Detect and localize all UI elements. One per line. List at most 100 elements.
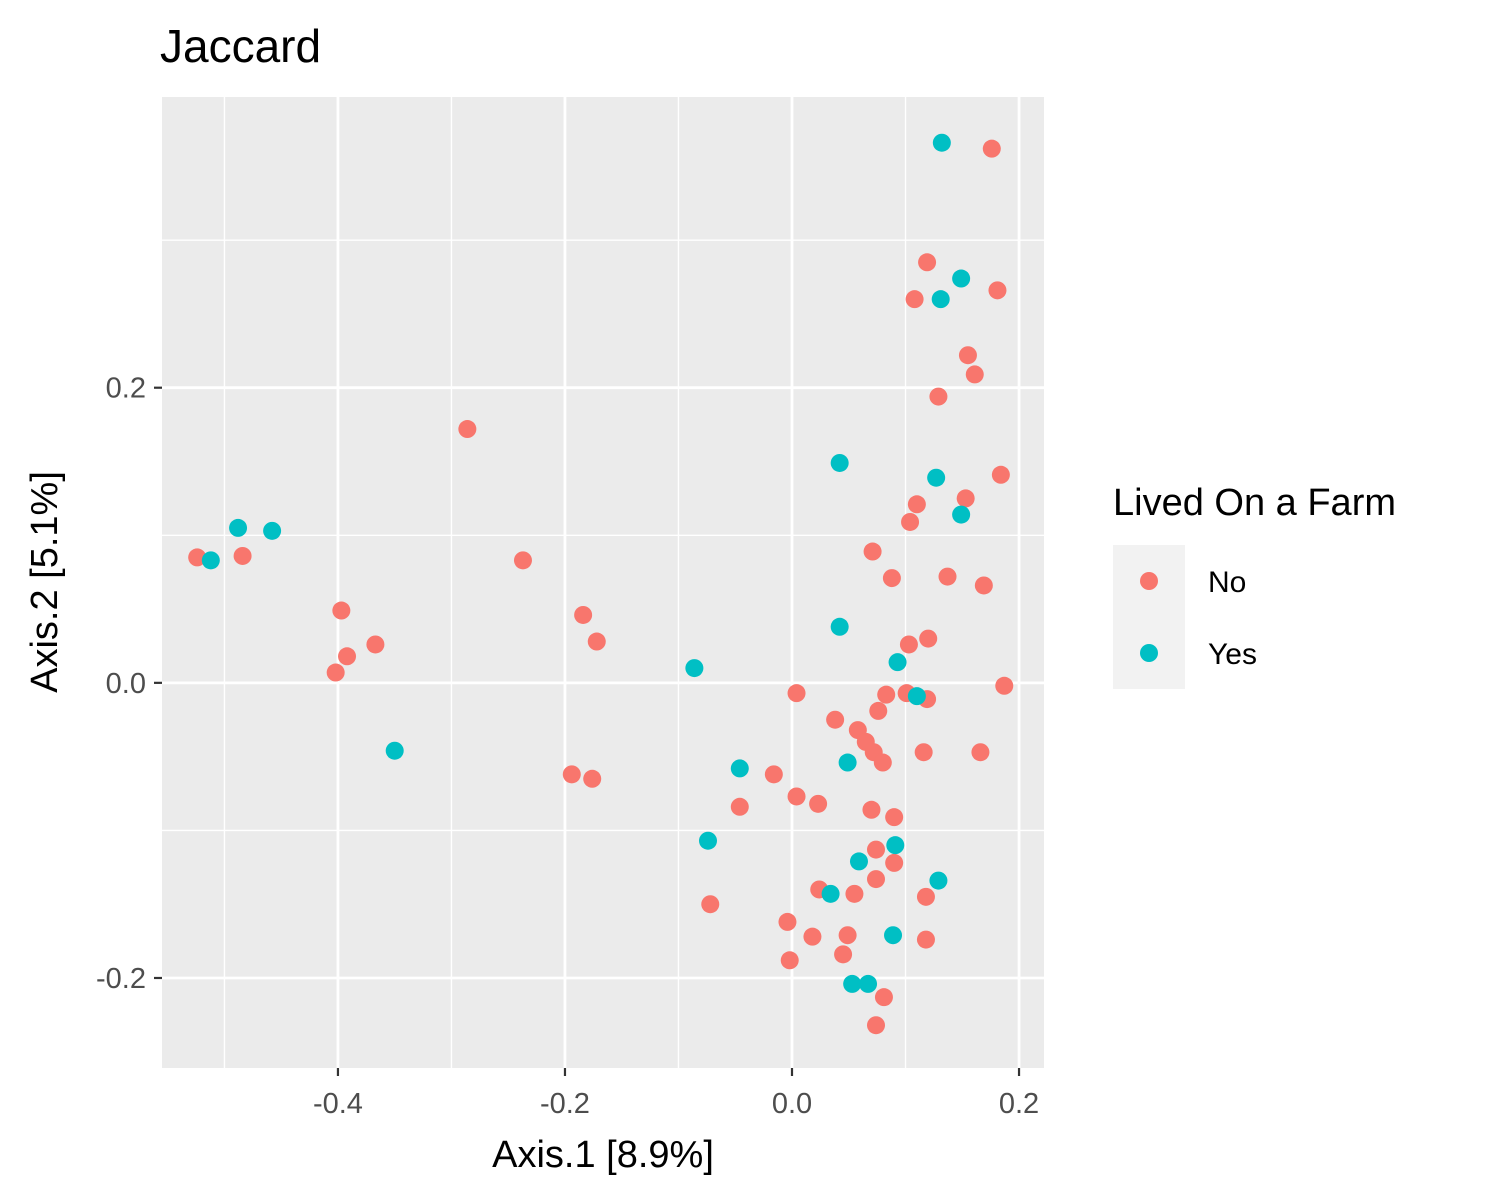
data-point-yes [952, 269, 971, 288]
x-tick-label: -0.4 [313, 1088, 363, 1120]
x-tick-label: -0.2 [540, 1088, 590, 1120]
data-point-no [826, 710, 845, 729]
y-tick-label: 0.0 [106, 668, 146, 700]
data-point-no [901, 512, 920, 531]
x-tick-label: 0.0 [772, 1088, 812, 1120]
y-axis: 0.2 0.0 -0.2 [96, 373, 162, 995]
data-point-yes [927, 468, 946, 487]
data-point-yes [263, 521, 282, 540]
data-point-yes [229, 518, 248, 537]
data-point-no [701, 895, 720, 914]
data-point-no [899, 635, 918, 654]
data-point-no [809, 794, 828, 813]
data-point-no [995, 676, 1014, 695]
data-point-no [834, 945, 853, 964]
data-point-no [873, 753, 892, 772]
y-axis-title: Axis.2 [5.1%] [24, 471, 66, 693]
y-tick-label: -0.2 [96, 963, 146, 995]
legend-label-no: No [1208, 566, 1246, 599]
data-point-no [916, 887, 935, 906]
data-point-yes [843, 974, 862, 993]
data-point-no [885, 853, 904, 872]
data-point-no [338, 647, 357, 666]
data-point-no [982, 139, 1001, 158]
data-point-yes [821, 884, 840, 903]
data-point-no [971, 743, 990, 762]
data-point-no [458, 420, 477, 439]
data-point-yes [830, 453, 849, 472]
data-point-no [326, 663, 345, 682]
legend-label-yes: Yes [1208, 638, 1257, 671]
data-point-yes [886, 836, 905, 855]
data-point-no [874, 988, 893, 1007]
data-point-yes [201, 551, 220, 570]
data-point-no [929, 387, 948, 406]
data-point-yes [932, 133, 951, 152]
legend-swatch-no [1140, 572, 1158, 590]
data-point-yes [884, 926, 903, 945]
data-point-no [730, 797, 749, 816]
data-point-no [914, 743, 933, 762]
data-point-no [787, 684, 806, 703]
data-point-yes [859, 974, 878, 993]
data-point-yes [730, 759, 749, 778]
data-point-no [956, 489, 975, 508]
data-point-no [583, 769, 602, 788]
data-point-no [974, 576, 993, 595]
data-point-no [919, 629, 938, 648]
x-tick-label: 0.2 [999, 1088, 1039, 1120]
data-point-no [885, 808, 904, 827]
data-point-no [574, 605, 593, 624]
data-point-no [838, 926, 857, 945]
data-point-yes [952, 505, 971, 524]
data-point-yes [385, 741, 404, 760]
data-point-no [764, 765, 783, 784]
data-point-no [867, 870, 885, 889]
data-point-no [958, 346, 977, 365]
chart-title: Jaccard [160, 20, 321, 72]
major-gridlines [162, 97, 1044, 1068]
data-point-yes [849, 852, 868, 871]
data-point-yes [931, 290, 950, 309]
data-point-yes [888, 653, 907, 672]
data-point-no [988, 281, 1007, 300]
data-point-no [332, 601, 351, 620]
data-point-no [366, 635, 385, 654]
data-point-no [780, 951, 799, 970]
data-point-yes [830, 617, 849, 636]
data-point-no [233, 546, 252, 565]
data-point-no [863, 542, 882, 561]
data-point-yes [907, 687, 926, 706]
data-point-no [867, 1016, 885, 1035]
plot-panel [162, 97, 1044, 1068]
data-point-no [907, 495, 926, 514]
x-axis-title: Axis.1 [8.9%] [492, 1134, 714, 1176]
data-point-no [562, 765, 581, 784]
data-point-no [938, 567, 957, 586]
data-point-yes [699, 831, 717, 850]
data-point-no [965, 365, 984, 384]
data-point-no [188, 548, 207, 567]
data-point-no [869, 701, 888, 720]
legend-title: Lived On a Farm [1113, 482, 1396, 524]
data-point-no [916, 930, 935, 949]
data-point-yes [685, 659, 704, 678]
data-point-no [787, 787, 806, 806]
legend-swatch-yes [1140, 644, 1158, 662]
data-point-no [845, 884, 864, 903]
data-point-no [513, 551, 532, 570]
data-point-no [877, 685, 896, 704]
legend: Lived On a Farm No Yes [1113, 482, 1396, 689]
data-point-no [778, 912, 797, 931]
data-point-yes [838, 753, 857, 772]
data-point-no [587, 632, 606, 651]
data-point-no [918, 253, 937, 272]
data-point-no [905, 290, 924, 309]
data-point-no [991, 465, 1010, 484]
minor-gridlines [162, 97, 1044, 1068]
y-tick-label: 0.2 [106, 373, 146, 405]
data-point-no [882, 569, 901, 588]
x-axis: -0.4 -0.2 0.0 0.2 [313, 1068, 1039, 1120]
data-points [188, 133, 1014, 1035]
